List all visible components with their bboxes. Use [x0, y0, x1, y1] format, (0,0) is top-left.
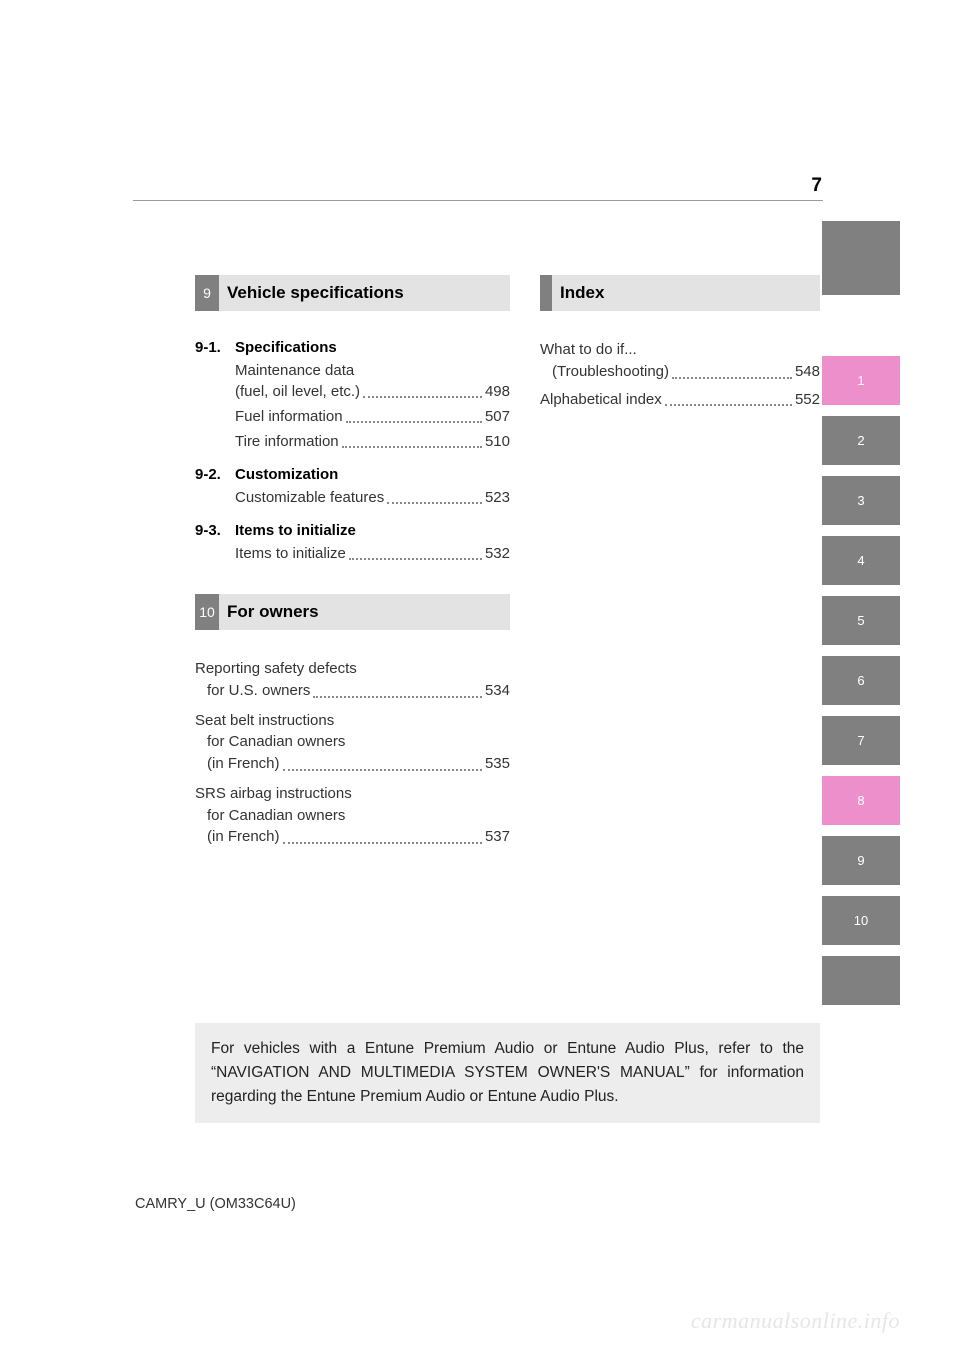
- manual-page: 7 9 Vehicle specifications 9-1.Specifica…: [0, 0, 960, 1358]
- toc-entry-label-line: (Troubleshooting): [552, 361, 669, 383]
- subsection-title: Customization: [235, 466, 338, 483]
- toc-entry-label: Items to initialize: [235, 543, 346, 564]
- section-9-title: Vehicle specifications: [227, 283, 404, 303]
- leader-dots: [387, 502, 482, 504]
- leader-dots: [349, 558, 482, 560]
- note-box: For vehicles with a Entune Premium Audio…: [195, 1023, 820, 1123]
- corner-block: [822, 221, 900, 295]
- leader-dots: [672, 377, 792, 379]
- right-column: Index What to do if...(Troubleshooting) 5…: [540, 275, 820, 416]
- toc-entry-page: 510: [485, 431, 510, 452]
- toc-entry-page: 523: [485, 487, 510, 508]
- section-10-body: Reporting safety defectsfor U.S. owners 5…: [195, 658, 510, 848]
- leader-dots: [313, 696, 482, 698]
- index-section-header: Index: [540, 275, 820, 311]
- toc-entry-label: Maintenance data (fuel, oil level, etc.): [235, 360, 360, 402]
- toc-entry-page: 537: [485, 826, 510, 848]
- index-section-tab: [540, 275, 552, 311]
- leader-dots: [363, 396, 482, 398]
- leader-dots: [283, 769, 482, 771]
- section-10-title-wrap: For owners: [219, 594, 510, 630]
- side-tabs: 1 2 3 4 5 6 7 8 9 10: [822, 356, 900, 1016]
- toc-entry-page: 548: [795, 361, 820, 383]
- toc-entry: Alphabetical index 552: [540, 389, 820, 411]
- toc-entry-label-line: What to do if...: [540, 339, 820, 361]
- toc-entry-label-line: (in French): [207, 826, 280, 848]
- toc-entry: SRS airbag instructionsfor Canadian owne…: [195, 783, 510, 848]
- toc-entry-label-line: SRS airbag instructions: [195, 783, 510, 805]
- side-tab-8[interactable]: 8: [822, 776, 900, 825]
- toc-entry-label: Customizable features: [235, 487, 384, 508]
- index-title-wrap: Index: [552, 275, 820, 311]
- side-tab-4[interactable]: 4: [822, 536, 900, 585]
- footer-code: CAMRY_U (OM33C64U): [135, 1196, 296, 1212]
- toc-entry: Fuel information 507: [235, 406, 510, 427]
- leader-dots: [346, 421, 482, 423]
- section-9-header: 9 Vehicle specifications: [195, 275, 510, 311]
- left-column: 9 Vehicle specifications 9-1.Specificati…: [195, 275, 510, 856]
- index-title: Index: [560, 283, 604, 303]
- toc-entry: Seat belt instructionsfor Canadian owner…: [195, 710, 510, 775]
- toc-entry: Tire information 510: [235, 431, 510, 452]
- top-rule: [133, 200, 823, 201]
- subsection-number: 9-1.: [195, 339, 235, 356]
- section-10-header: 10 For owners: [195, 594, 510, 630]
- toc-entry: Maintenance data (fuel, oil level, etc.)…: [235, 360, 510, 402]
- toc-entry-label-line: for U.S. owners: [207, 680, 310, 702]
- toc-entry-page: 552: [795, 389, 820, 411]
- toc-entry-label-line: for Canadian owners: [195, 805, 510, 827]
- toc-entry-page: 532: [485, 543, 510, 564]
- side-tab-5[interactable]: 5: [822, 596, 900, 645]
- toc-entry-page: 507: [485, 406, 510, 427]
- toc-entry-label-line: for Canadian owners: [195, 731, 510, 753]
- page-number: 7: [811, 175, 822, 197]
- subsection-heading: 9-2.Customization: [195, 466, 510, 483]
- section-9-number: 9: [195, 275, 219, 311]
- side-tab-9[interactable]: 9: [822, 836, 900, 885]
- side-tab-6[interactable]: 6: [822, 656, 900, 705]
- section-10-title: For owners: [227, 602, 319, 622]
- toc-entry-page: 498: [485, 381, 510, 402]
- side-tab-2[interactable]: 2: [822, 416, 900, 465]
- toc-entry-label: Tire information: [235, 431, 339, 452]
- toc-entry-label-line: Reporting safety defects: [195, 658, 510, 680]
- section-9-title-wrap: Vehicle specifications: [219, 275, 510, 311]
- subsection-title: Specifications: [235, 339, 337, 356]
- subsection-heading: 9-1.Specifications: [195, 339, 510, 356]
- side-tab-3[interactable]: 3: [822, 476, 900, 525]
- subsection-number: 9-3.: [195, 522, 235, 539]
- side-tab-10[interactable]: 10: [822, 896, 900, 945]
- leader-dots: [665, 404, 792, 406]
- subsection-heading: 9-3.Items to initialize: [195, 522, 510, 539]
- toc-entry-label-line: Seat belt instructions: [195, 710, 510, 732]
- toc-entry-page: 535: [485, 753, 510, 775]
- toc-entry-label-line: (in French): [207, 753, 280, 775]
- toc-entry-label-line: Alphabetical index: [540, 389, 662, 411]
- subsection-number: 9-2.: [195, 466, 235, 483]
- leader-dots: [283, 842, 482, 844]
- section-10-number: 10: [195, 594, 219, 630]
- toc-entry: What to do if...(Troubleshooting) 548: [540, 339, 820, 383]
- side-tab-1[interactable]: 1: [822, 356, 900, 405]
- toc-entry: Items to initialize 532: [235, 543, 510, 564]
- toc-entry: Customizable features 523: [235, 487, 510, 508]
- watermark: carmanualsonline.info: [691, 1308, 900, 1334]
- section-9-body: 9-1.Specifications Maintenance data (fuel…: [195, 339, 510, 578]
- toc-entry: Reporting safety defectsfor U.S. owners 5…: [195, 658, 510, 702]
- toc-entry-page: 534: [485, 680, 510, 702]
- side-tab-blank[interactable]: [822, 956, 900, 1005]
- leader-dots: [342, 446, 482, 448]
- subsection-title: Items to initialize: [235, 522, 356, 539]
- index-body: What to do if...(Troubleshooting) 548 Alph…: [540, 339, 820, 410]
- side-tab-7[interactable]: 7: [822, 716, 900, 765]
- toc-entry-label: Fuel information: [235, 406, 343, 427]
